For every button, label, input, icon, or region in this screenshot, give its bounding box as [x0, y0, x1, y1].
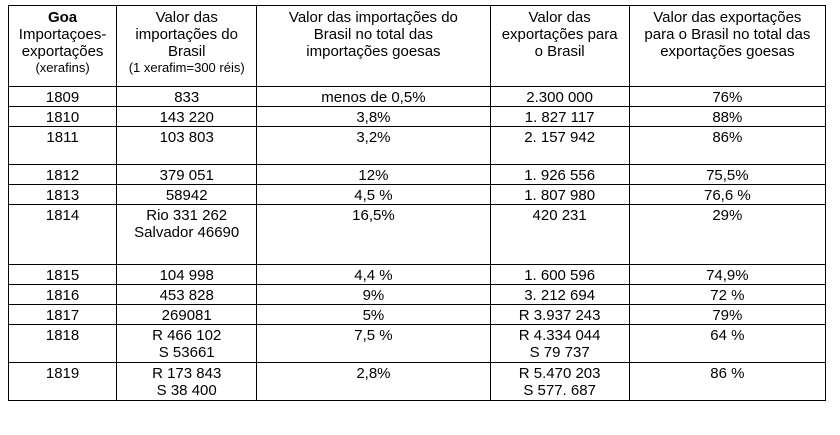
header-row: Goa Importaçoes- exportações (xerafins) … — [7, 5, 827, 87]
import-share-cell: 4,5 % — [256, 184, 491, 205]
year-cell: 1810 — [7, 106, 118, 127]
export-share-cell: 76% — [628, 86, 827, 107]
table-row: 1812 379 051 12% 1. 926 556 75,5% — [7, 164, 827, 185]
export-share-cell: 75,5% — [628, 164, 827, 185]
export-value-cell: R 5.470 203 S 577. 687 — [489, 362, 630, 401]
import-share-cell: 5% — [256, 304, 491, 325]
export-value-cell: 1. 827 117 — [489, 106, 630, 127]
export-share-cell: 86 % — [628, 362, 827, 401]
header-year: Goa Importaçoes- exportações (xerafins) — [7, 5, 118, 87]
export-value-cell: 420 231 — [489, 204, 630, 265]
year-cell: 1812 — [7, 164, 118, 185]
import-value-cell: 58942 — [116, 184, 258, 205]
header-export-share: Valor das exportações para o Brasil no t… — [628, 5, 827, 87]
trade-table: Goa Importaçoes- exportações (xerafins) … — [7, 5, 827, 401]
import-value-cell: R 466 102 S 53661 — [116, 324, 258, 363]
import-value-cell: 143 220 — [116, 106, 258, 127]
table-row: 1817 269081 5% R 3.937 243 79% — [7, 304, 827, 325]
import-share-cell: 3,2% — [256, 126, 491, 165]
import-value-cell: 453 828 — [116, 284, 258, 305]
import-value-cell: 833 — [116, 86, 258, 107]
header-export-value: Valor das exportações para o Brasil — [489, 5, 630, 87]
export-share-cell: 79% — [628, 304, 827, 325]
import-share-cell: 4,4 % — [256, 264, 491, 285]
table-row: 1810 143 220 3,8% 1. 827 117 88% — [7, 106, 827, 127]
table-row: 1813 58942 4,5 % 1. 807 980 76,6 % — [7, 184, 827, 205]
export-share-cell: 88% — [628, 106, 827, 127]
export-share-cell: 76,6 % — [628, 184, 827, 205]
import-value-cell: 103 803 — [116, 126, 258, 165]
import-share-cell: 7,5 % — [256, 324, 491, 363]
export-value-cell: 1. 600 596 — [489, 264, 630, 285]
export-share-cell: 64 % — [628, 324, 827, 363]
header-goa-title: Goa — [47, 9, 78, 26]
import-value-cell: 104 998 — [116, 264, 258, 285]
export-value-cell: 2. 157 942 — [489, 126, 630, 165]
export-value-cell: R 4.334 044 S 79 737 — [489, 324, 630, 363]
import-value-cell: R 173 843 S 38 400 — [116, 362, 258, 401]
import-share-cell: 2,8% — [256, 362, 491, 401]
import-share-cell: 16,5% — [256, 204, 491, 265]
import-share-cell: menos de 0,5% — [256, 86, 491, 107]
import-value-cell: 269081 — [116, 304, 258, 325]
table-row: 1814 Rio 331 262 Salvador 46690 16,5% 42… — [7, 204, 827, 265]
import-share-cell: 12% — [256, 164, 491, 185]
year-cell: 1814 — [7, 204, 118, 265]
table-row: 1818 R 466 102 S 53661 7,5 % R 4.334 044… — [7, 324, 827, 363]
export-value-cell: 1. 926 556 — [489, 164, 630, 185]
import-share-cell: 9% — [256, 284, 491, 305]
export-share-cell: 86% — [628, 126, 827, 165]
year-cell: 1816 — [7, 284, 118, 305]
export-share-cell: 74,9% — [628, 264, 827, 285]
export-value-cell: R 3.937 243 — [489, 304, 630, 325]
table-row: 1819 R 173 843 S 38 400 2,8% R 5.470 203… — [7, 362, 827, 401]
export-value-cell: 1. 807 980 — [489, 184, 630, 205]
year-cell: 1811 — [7, 126, 118, 165]
import-value-cell: Rio 331 262 Salvador 46690 — [116, 204, 258, 265]
year-cell: 1818 — [7, 324, 118, 363]
year-cell: 1817 — [7, 304, 118, 325]
table-row: 1809 833 menos de 0,5% 2.300 000 76% — [7, 86, 827, 107]
table-row: 1815 104 998 4,4 % 1. 600 596 74,9% — [7, 264, 827, 285]
export-share-cell: 72 % — [628, 284, 827, 305]
year-cell: 1819 — [7, 362, 118, 401]
year-cell: 1815 — [7, 264, 118, 285]
year-cell: 1813 — [7, 184, 118, 205]
header-import-value: Valor das importações do Brasil (1 xeraf… — [116, 5, 258, 87]
export-value-cell: 2.300 000 — [489, 86, 630, 107]
table-row: 1816 453 828 9% 3. 212 694 72 % — [7, 284, 827, 305]
import-value-cell: 379 051 — [116, 164, 258, 185]
table-row: 1811 103 803 3,2% 2. 157 942 86% — [7, 126, 827, 165]
export-share-cell: 29% — [628, 204, 827, 265]
header-import-share: Valor das importações do Brasil no total… — [256, 5, 491, 87]
import-share-cell: 3,8% — [256, 106, 491, 127]
year-cell: 1809 — [7, 86, 118, 107]
export-value-cell: 3. 212 694 — [489, 284, 630, 305]
